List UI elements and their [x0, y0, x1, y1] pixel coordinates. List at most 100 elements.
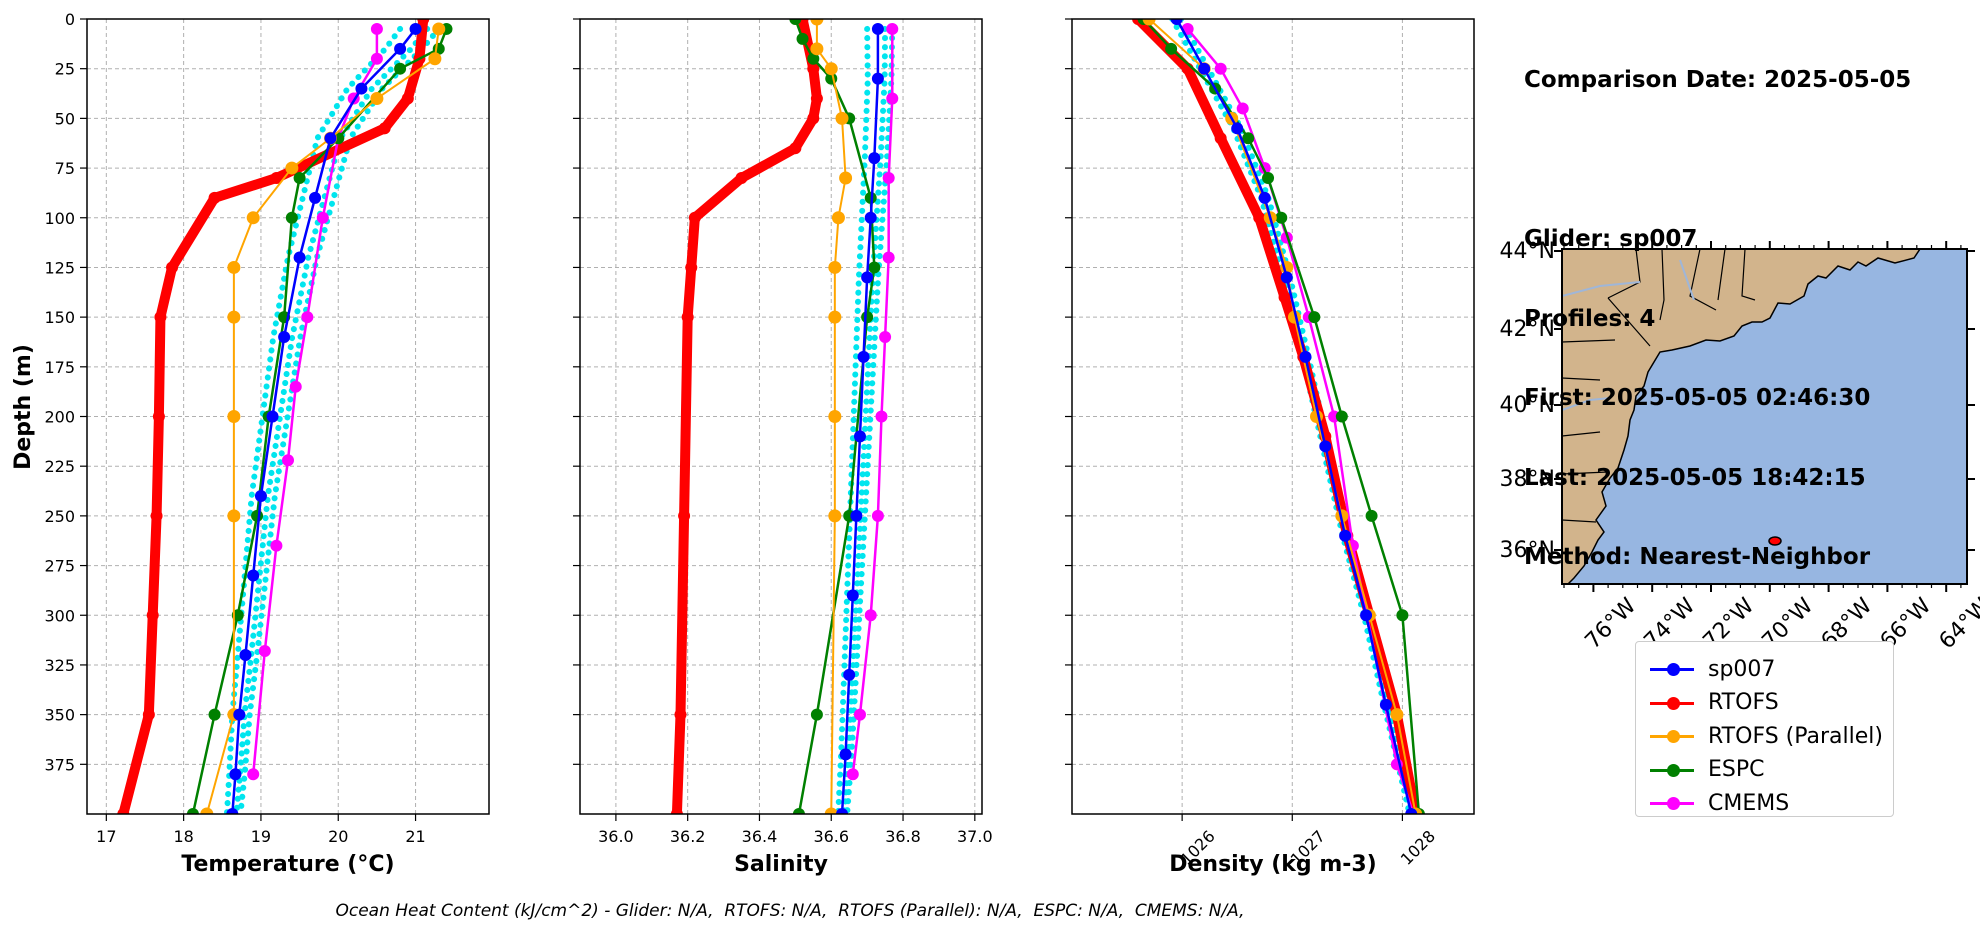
y-tick-label: 175: [44, 358, 75, 377]
data-point: [735, 172, 748, 184]
y-tick-label: 325: [44, 656, 75, 675]
data-point: [853, 708, 866, 721]
data-point: [861, 271, 874, 284]
data-point: [401, 92, 414, 105]
glider-profile-dotted-line: [844, 25, 896, 814]
data-point: [886, 92, 899, 105]
data-point: [208, 708, 221, 721]
data-point: [861, 311, 874, 324]
map-lat-label: 42°N: [1500, 317, 1555, 342]
data-point: [810, 19, 824, 26]
map-borders: [1562, 249, 1756, 523]
y-tick-label: 300: [44, 606, 75, 625]
data-point: [670, 808, 683, 814]
x-tick-label: 36.0: [598, 827, 634, 846]
legend-label: RTOFS (Parallel): [1708, 723, 1883, 749]
data-point: [1299, 350, 1312, 363]
data-point: [1319, 440, 1332, 453]
x-tick-label: 17: [96, 827, 116, 846]
last-time: Last: 2025-05-05 18:42:15: [1524, 464, 1866, 491]
first-time: First: 2025-05-05 02:46:30: [1524, 385, 1871, 411]
data-point: [150, 509, 163, 522]
y-tick-label: 275: [44, 557, 75, 576]
data-point: [282, 454, 294, 467]
data-point: [792, 808, 805, 814]
temperature-panel: 0 25 50 75 100 125 150 175 200 225 250 275 300 325 350…: [44, 10, 490, 877]
data-point: [882, 172, 895, 184]
data-point: [807, 52, 820, 65]
series-line-sp007: [840, 28, 880, 814]
data-point: [428, 52, 442, 66]
legend: sp007 RTOFS RTOFS (Parallel) ESPC CMEMS: [1635, 641, 1894, 817]
data-point: [846, 768, 859, 781]
data-point: [789, 142, 802, 155]
axes-frame: [579, 18, 983, 815]
data-point: [247, 569, 260, 582]
data-point: [166, 261, 179, 274]
data-point: [1142, 19, 1156, 26]
axes-frame: [86, 18, 490, 815]
data-point: [875, 410, 888, 423]
series-line-cmems: [851, 28, 894, 775]
x-axis-label: Salinity: [734, 852, 828, 877]
y-tick-label: 225: [44, 457, 75, 476]
legend-swatch: [1646, 755, 1698, 785]
method: Method: Nearest-Neighbor: [1524, 544, 1871, 570]
data-point: [227, 260, 241, 274]
data-point: [316, 211, 329, 224]
glider-profile-dotted-line: [841, 25, 889, 814]
data-point: [1379, 698, 1392, 711]
glider-profile-dotted-line: [835, 25, 871, 814]
data-point: [301, 311, 314, 324]
y-tick-label: 100: [44, 209, 75, 228]
data-point: [227, 410, 241, 423]
data-point: [142, 708, 155, 721]
legend-swatch: [1646, 788, 1698, 818]
data-point: [1278, 291, 1291, 304]
axes-frame: [1071, 18, 1475, 815]
data-point: [266, 410, 279, 423]
data-point: [864, 609, 877, 622]
y-tick-label: 0: [65, 10, 75, 29]
x-tick-label: 21: [405, 827, 425, 846]
data-point: [370, 22, 383, 35]
data-point: [432, 22, 446, 36]
info-block: Comparison Date: 2025-05-05 Glider: sp00…: [1524, 14, 1911, 597]
legend-item: CMEMS: [1646, 788, 1789, 818]
x-tick-label: 18: [173, 827, 193, 846]
x-tick-label: 36.2: [670, 827, 706, 846]
x-tick-label: 36.4: [742, 827, 778, 846]
legend-swatch: [1646, 688, 1698, 718]
data-point: [227, 310, 241, 324]
data-point: [871, 509, 884, 522]
data-point: [824, 62, 838, 76]
data-point: [1214, 62, 1227, 75]
data-point: [828, 509, 842, 523]
map-lon-label: 64°W: [1935, 593, 1980, 654]
data-point: [146, 609, 159, 622]
data-point: [258, 645, 271, 658]
data-point: [293, 172, 306, 184]
data-point: [871, 22, 884, 35]
data-point: [836, 808, 849, 814]
data-point: [152, 410, 165, 423]
data-point: [270, 172, 283, 184]
map-rivers: [1562, 259, 1695, 411]
data-point: [681, 311, 694, 324]
map-lat-label: 44°N: [1500, 239, 1555, 264]
data-point: [886, 22, 899, 35]
data-point: [394, 62, 407, 75]
legend-marker: [1667, 696, 1680, 710]
data-point: [678, 509, 691, 522]
y-axis-label: Depth (m): [11, 344, 36, 470]
data-point: [1405, 808, 1418, 814]
data-point: [843, 668, 856, 681]
x-tick-label: 1028: [1397, 827, 1439, 869]
data-point: [864, 211, 877, 224]
data-point: [227, 509, 241, 523]
data-point: [1390, 708, 1404, 722]
data-point: [229, 768, 242, 781]
legend-label: CMEMS: [1708, 790, 1790, 816]
map-lon-label: 76°W: [1581, 593, 1642, 654]
data-point: [324, 132, 337, 145]
